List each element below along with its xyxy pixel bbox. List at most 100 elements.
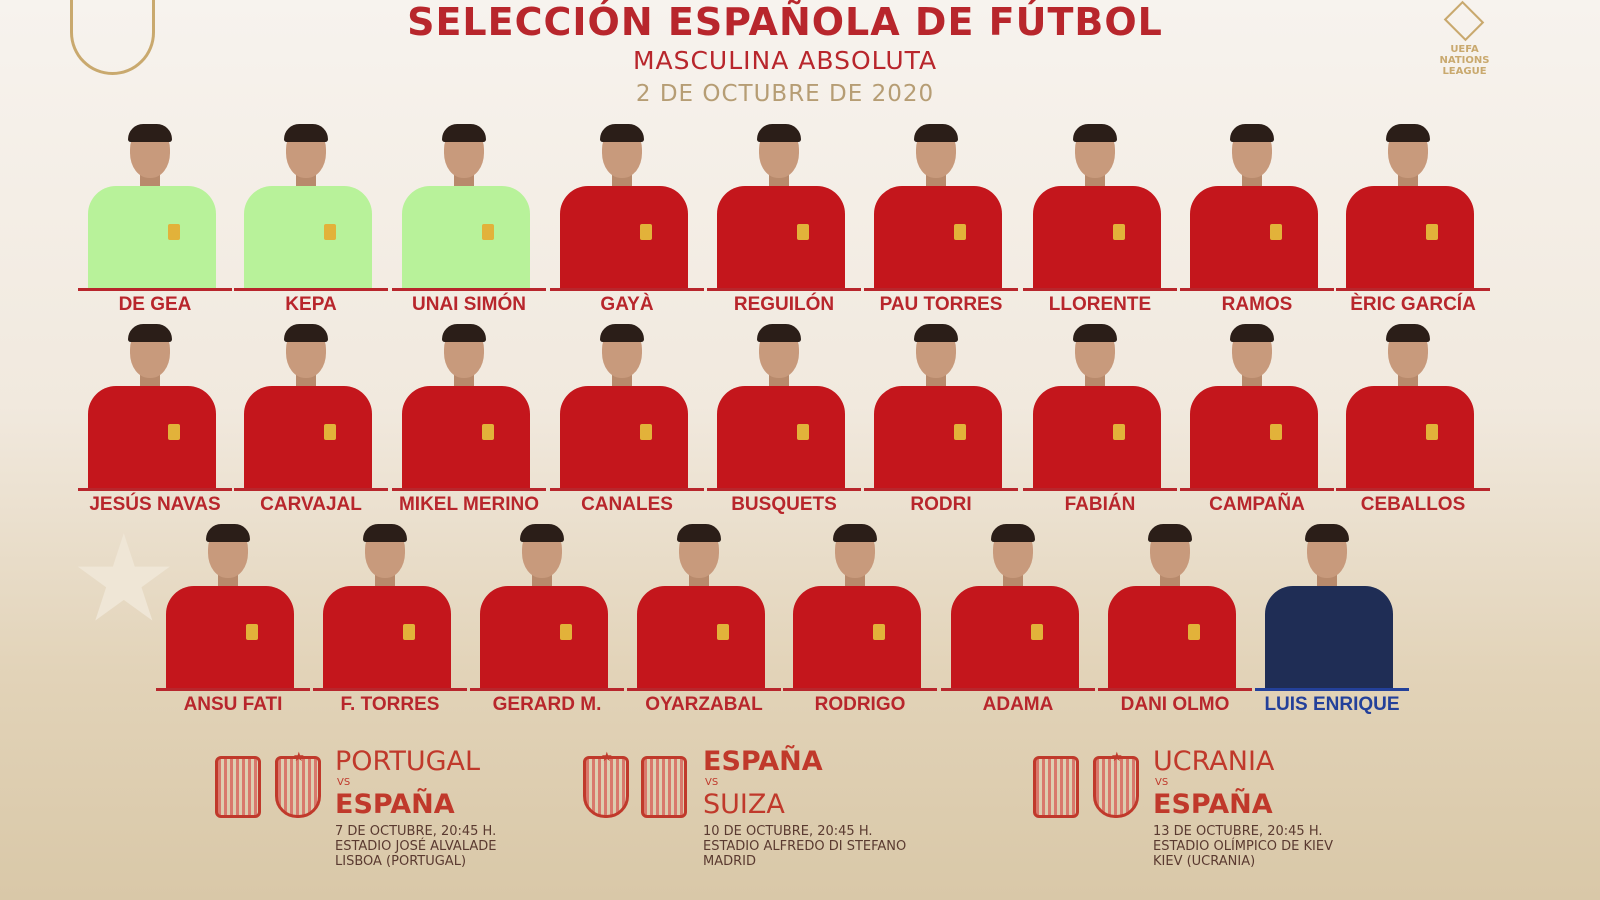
- match-date: 7 DE OCTUBRE, 20:45 H.: [335, 824, 497, 839]
- player-photo: [236, 324, 386, 489]
- divider: [783, 688, 937, 691]
- player-card: ÈRIC GARCÍA: [1336, 124, 1490, 319]
- crest-icon: [1270, 424, 1282, 440]
- crest-icon: [324, 224, 336, 240]
- player-photo: [709, 124, 859, 289]
- divider: [864, 288, 1018, 291]
- match-info: 10 DE OCTUBRE, 20:45 H. ESTADIO ALFREDO D…: [703, 824, 906, 869]
- home-team: ESPAÑA: [703, 746, 823, 777]
- player-name: BUSQUETS: [731, 494, 837, 515]
- player-card: FABIÁN: [1023, 324, 1177, 519]
- divider: [1098, 688, 1252, 691]
- divider: [156, 688, 310, 691]
- crest-icon: [560, 624, 572, 640]
- divider: [392, 288, 546, 291]
- player-photo: [315, 524, 465, 689]
- divider: [1023, 288, 1177, 291]
- divider: [707, 488, 861, 491]
- portugal-crest-icon: [215, 756, 261, 818]
- player-card: ADAMA: [941, 524, 1095, 719]
- player-card: GERARD M.: [470, 524, 624, 719]
- city: LISBOA (PORTUGAL): [335, 854, 467, 869]
- player-card: ANSU FATI: [156, 524, 310, 719]
- crest-icon: [873, 624, 885, 640]
- crest-icon: [797, 224, 809, 240]
- player-name: UNAI SIMÓN: [412, 294, 526, 315]
- player-card: MIKEL MERINO: [392, 324, 546, 519]
- player-card: RODRI: [864, 324, 1018, 519]
- player-name: MIKEL MERINO: [398, 494, 540, 515]
- player-photo: [394, 324, 544, 489]
- player-name: F. TORRES: [340, 694, 440, 715]
- stadium: ESTADIO OLÍMPICO DE KIEV: [1153, 839, 1333, 854]
- player-photo: [552, 124, 702, 289]
- player-photo: [1025, 124, 1175, 289]
- player-photo: [394, 124, 544, 289]
- divider: [78, 288, 232, 291]
- divider: [1336, 288, 1490, 291]
- player-card: JESÚS NAVAS: [78, 324, 232, 519]
- player-card: CAMPAÑA: [1180, 324, 1334, 519]
- page-title: SELECCIÓN ESPAÑOLA DE FÚTBOL: [407, 0, 1163, 44]
- crest-icon: [403, 624, 415, 640]
- player-name: CANALES: [581, 494, 673, 515]
- player-card: RAMOS: [1180, 124, 1334, 319]
- star-decoration: ★: [70, 510, 178, 649]
- player-name: LUIS ENRIQUE: [1264, 694, 1400, 715]
- player-photo: [1257, 524, 1407, 689]
- crest-icon: [954, 424, 966, 440]
- city: MADRID: [703, 854, 756, 869]
- player-photo: [80, 124, 230, 289]
- match-date: 13 DE OCTUBRE, 20:45 H.: [1153, 824, 1323, 839]
- divider: [1255, 688, 1409, 691]
- divider: [313, 688, 467, 691]
- player-name: OYARZABAL: [645, 694, 763, 715]
- divider: [864, 488, 1018, 491]
- player-photo: [1100, 524, 1250, 689]
- crest-icon: [1113, 424, 1125, 440]
- player-name: GAYÀ: [600, 294, 654, 315]
- divider: [941, 688, 1095, 691]
- home-team: PORTUGAL: [335, 746, 481, 777]
- coach-card: LUIS ENRIQUE: [1255, 524, 1409, 719]
- player-card: PAU TORRES: [864, 124, 1018, 319]
- player-photo: [709, 324, 859, 489]
- ukraine-crest-icon: [1033, 756, 1079, 818]
- match-date: 10 DE OCTUBRE, 20:45 H.: [703, 824, 873, 839]
- city: KIEV (UCRANIA): [1153, 854, 1256, 869]
- crest-icon: [797, 424, 809, 440]
- divider: [392, 488, 546, 491]
- player-name: LLORENTE: [1048, 294, 1152, 315]
- spain-crest-icon: ★: [1093, 751, 1139, 818]
- divider: [470, 688, 624, 691]
- player-card: CEBALLOS: [1336, 324, 1490, 519]
- player-card: DE GEA: [78, 124, 232, 319]
- divider: [234, 288, 388, 291]
- player-name: FABIÁN: [1064, 494, 1136, 515]
- stadium: ESTADIO ALFREDO DI STEFANO: [703, 839, 907, 854]
- player-photo: [866, 124, 1016, 289]
- player-name: CAMPAÑA: [1209, 494, 1305, 515]
- player-name: GERARD M.: [492, 694, 602, 715]
- divider: [1180, 488, 1334, 491]
- divider: [627, 688, 781, 691]
- player-photo: [1338, 124, 1488, 289]
- player-name: RAMOS: [1221, 294, 1293, 315]
- crest-icon: [1188, 624, 1200, 640]
- match-info: 13 DE OCTUBRE, 20:45 H. ESTADIO OLÍMPICO …: [1153, 824, 1333, 869]
- player-name: PAU TORRES: [879, 294, 1003, 315]
- spain-crest-icon: ★: [583, 751, 629, 818]
- home-team: UCRANIA: [1153, 746, 1275, 777]
- player-name: CARVAJAL: [260, 494, 362, 515]
- divider: [550, 488, 704, 491]
- player-name: CEBALLOS: [1360, 494, 1466, 515]
- divider: [707, 288, 861, 291]
- spain-crest-icon: ★: [275, 751, 321, 818]
- divider: [550, 288, 704, 291]
- player-card: CARVAJAL: [234, 324, 388, 519]
- player-photo: [552, 324, 702, 489]
- player-card: KEPA: [234, 124, 388, 319]
- player-photo: [866, 324, 1016, 489]
- divider: [1180, 288, 1334, 291]
- away-team: ESPAÑA: [1153, 789, 1273, 820]
